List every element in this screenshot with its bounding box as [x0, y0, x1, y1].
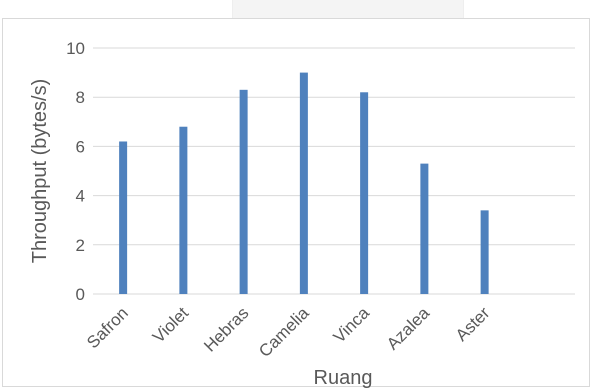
y-tick-label: 6 — [76, 137, 85, 156]
x-tick-label: Hebras — [200, 303, 252, 355]
x-tick-label: Camelia — [255, 303, 313, 361]
x-axis-label: Ruang — [314, 367, 373, 389]
y-tick-label: 0 — [76, 285, 85, 304]
x-tick-label: Safron — [83, 303, 132, 352]
bars — [119, 72, 489, 294]
top-tab — [232, 0, 464, 18]
bar-camelia — [299, 72, 308, 294]
bar-violet — [179, 126, 188, 294]
x-tick-label: Violet — [149, 303, 192, 346]
y-tick-label: 8 — [76, 88, 85, 107]
bar-vinca — [360, 92, 369, 294]
bar-azalea — [420, 163, 429, 294]
x-tick-labels: Safron Violet Hebras Camelia Vinca Azalea Aste… — [83, 303, 494, 361]
x-tick-label: Vinca — [330, 303, 374, 347]
y-tick-label: 4 — [76, 187, 85, 206]
gridlines — [93, 47, 575, 295]
y-tick-labels: 0 2 4 6 8 10 — [66, 39, 85, 304]
bar-hebras — [239, 89, 248, 294]
y-tick-label: 2 — [76, 236, 85, 255]
x-tick-label: Aster — [452, 303, 494, 345]
x-tick-label: Azalea — [383, 303, 434, 354]
chart-border — [2, 18, 590, 387]
bar-safron — [119, 141, 128, 294]
y-tick-label: 10 — [66, 39, 85, 58]
bar-aster — [480, 210, 489, 294]
y-axis-label: Throughput (bytes/s) — [29, 79, 51, 264]
